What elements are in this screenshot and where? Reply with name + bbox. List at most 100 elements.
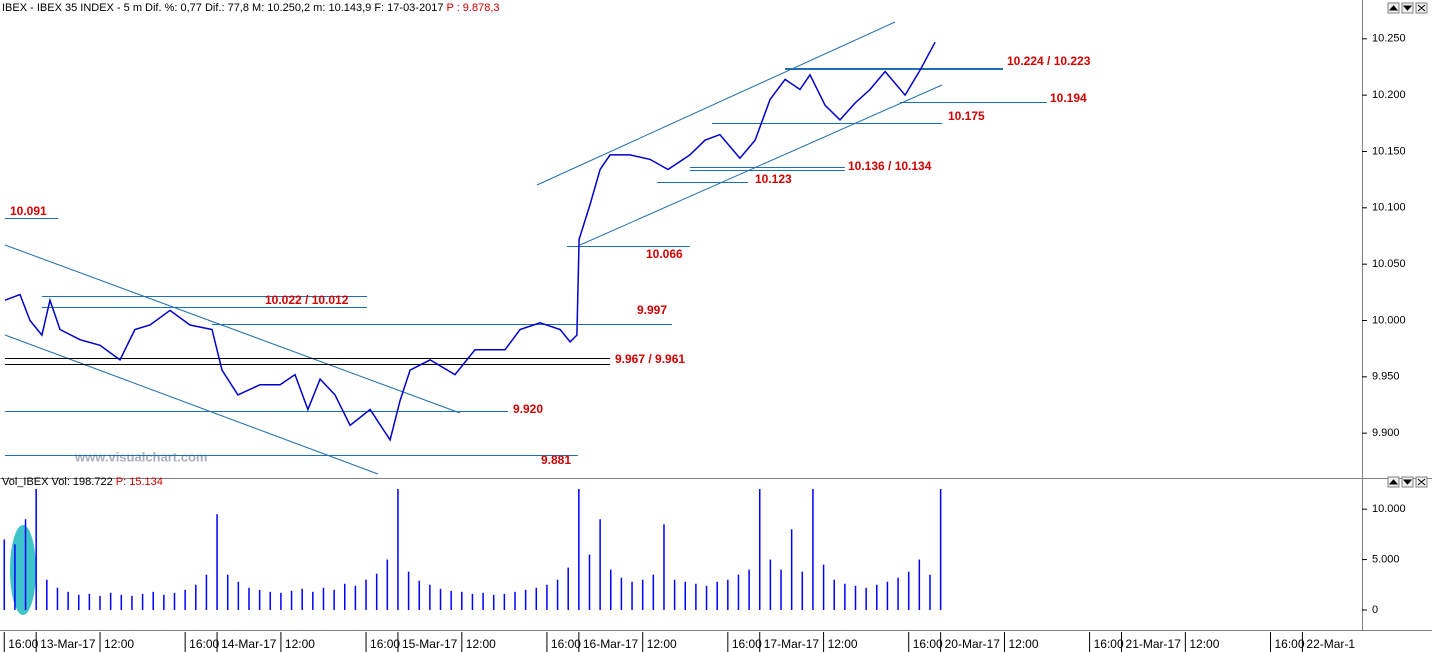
y-tick-label: 10.150 — [1372, 145, 1406, 157]
volume-bar — [152, 591, 154, 610]
volume-bar — [205, 574, 208, 610]
volume-bar — [439, 588, 442, 610]
volume-bar — [163, 594, 165, 610]
volume-bar — [418, 580, 420, 610]
x-tick-label: 15-Mar-17 — [402, 637, 458, 651]
x-tick-label: 21-Mar-17 — [1126, 637, 1182, 651]
volume-bar — [844, 583, 846, 610]
volume-bar — [939, 489, 942, 610]
volume-bar — [907, 571, 910, 610]
volume-bar — [3, 539, 6, 610]
volume-bar — [397, 489, 399, 610]
volume-bar — [109, 592, 112, 610]
volume-bar — [77, 594, 80, 610]
volume-bar — [886, 581, 889, 610]
volume-bar — [567, 567, 569, 610]
volume-bar — [46, 579, 48, 610]
y-tick-label: 9.900 — [1372, 427, 1400, 439]
volume-bar — [503, 593, 506, 610]
level-label: 10.224 / 10.223 — [1007, 54, 1091, 68]
channel-line — [536, 21, 896, 186]
volume-bar — [195, 584, 197, 610]
volume-bar — [514, 591, 516, 610]
volume-bar — [120, 594, 123, 610]
x-tick-label: 14-Mar-17 — [221, 637, 277, 651]
volume-bar — [184, 589, 186, 610]
volume-bar — [35, 489, 37, 610]
button-icons — [1388, 478, 1426, 486]
volume-window-buttons — [1387, 476, 1428, 488]
volume-bar — [131, 595, 133, 610]
volume-bar — [610, 569, 612, 610]
volume-bar — [226, 574, 229, 610]
volume-bar — [429, 584, 431, 610]
volume-bar — [556, 579, 559, 610]
volume-bar — [258, 589, 261, 610]
volume-bar — [758, 489, 761, 610]
volume-bar — [88, 593, 91, 610]
volume-bar — [386, 559, 389, 610]
x-tick-label: 22-Mar-1 — [1306, 637, 1355, 651]
x-tick-label: 16:00 — [913, 637, 943, 651]
volume-bar — [812, 489, 814, 610]
highlight — [10, 525, 36, 615]
volume-bar — [471, 593, 474, 610]
volume-bar — [748, 569, 750, 610]
volume-bar — [344, 583, 346, 610]
volume-bar — [769, 559, 772, 610]
volume-bar — [524, 589, 527, 610]
x-tick-label: 16:00 — [370, 637, 400, 651]
y-tick-label: 10.000 — [1372, 503, 1406, 515]
level-label: 10.022 / 10.012 — [265, 293, 349, 307]
volume-bar — [482, 592, 484, 610]
volume-bar — [918, 559, 921, 610]
watermark-bg — [70, 450, 248, 466]
price-line — [4, 41, 936, 442]
volume-bar — [620, 577, 623, 610]
y-tick-label: 10.050 — [1372, 258, 1406, 270]
volume-bar — [695, 583, 697, 610]
volume-bar — [546, 584, 548, 610]
volume-bar — [24, 519, 27, 610]
volume-bar — [216, 514, 218, 610]
button-icons — [1388, 4, 1426, 12]
volume-bar — [301, 588, 303, 610]
level-label: 10.136 / 10.134 — [848, 159, 932, 173]
volume-bar — [652, 574, 655, 610]
volume-bar — [684, 581, 687, 610]
x-tick-label: 16:00 — [551, 637, 581, 651]
volume-bar — [578, 489, 580, 610]
volume-bar — [716, 581, 718, 610]
header-text: Vol_IBEX Vol: 198.722 — [2, 476, 113, 488]
volume-bar — [790, 529, 793, 610]
channel-line — [4, 244, 461, 414]
volume-bar — [312, 591, 314, 610]
x-tick-label: 16:00 — [732, 637, 762, 651]
x-tick-label: 16:00 — [1094, 637, 1124, 651]
volume-bar — [280, 592, 282, 610]
volume-bar — [365, 579, 367, 610]
x-tick-label: 13-Mar-17 — [40, 637, 96, 651]
y-tick-label: 10.000 — [1372, 314, 1406, 326]
volume-bar — [631, 581, 633, 610]
x-tick-label: 12:00 — [285, 637, 315, 651]
y-tick-label: 10.250 — [1372, 33, 1406, 45]
x-tick-label: 12:00 — [466, 637, 496, 651]
volume-bar — [737, 574, 740, 610]
channel-line — [579, 84, 943, 246]
level-label: 10.194 — [1050, 91, 1087, 105]
volume-bar — [290, 590, 293, 610]
x-tick-label: 16:00 — [1274, 637, 1304, 651]
volume-bar — [727, 579, 729, 610]
x-tick-label: 12:00 — [647, 637, 677, 651]
x-tick-label: 12:00 — [1189, 637, 1219, 651]
volume-bar — [780, 569, 782, 610]
volume-bar — [67, 591, 69, 610]
volume-bar — [322, 587, 325, 610]
level-label: 9.967 / 9.961 — [615, 352, 685, 366]
level-label: 9.920 — [513, 402, 543, 416]
level-label: 10.175 — [948, 109, 985, 123]
volume-bar — [56, 587, 59, 610]
volume-bar — [929, 574, 931, 610]
